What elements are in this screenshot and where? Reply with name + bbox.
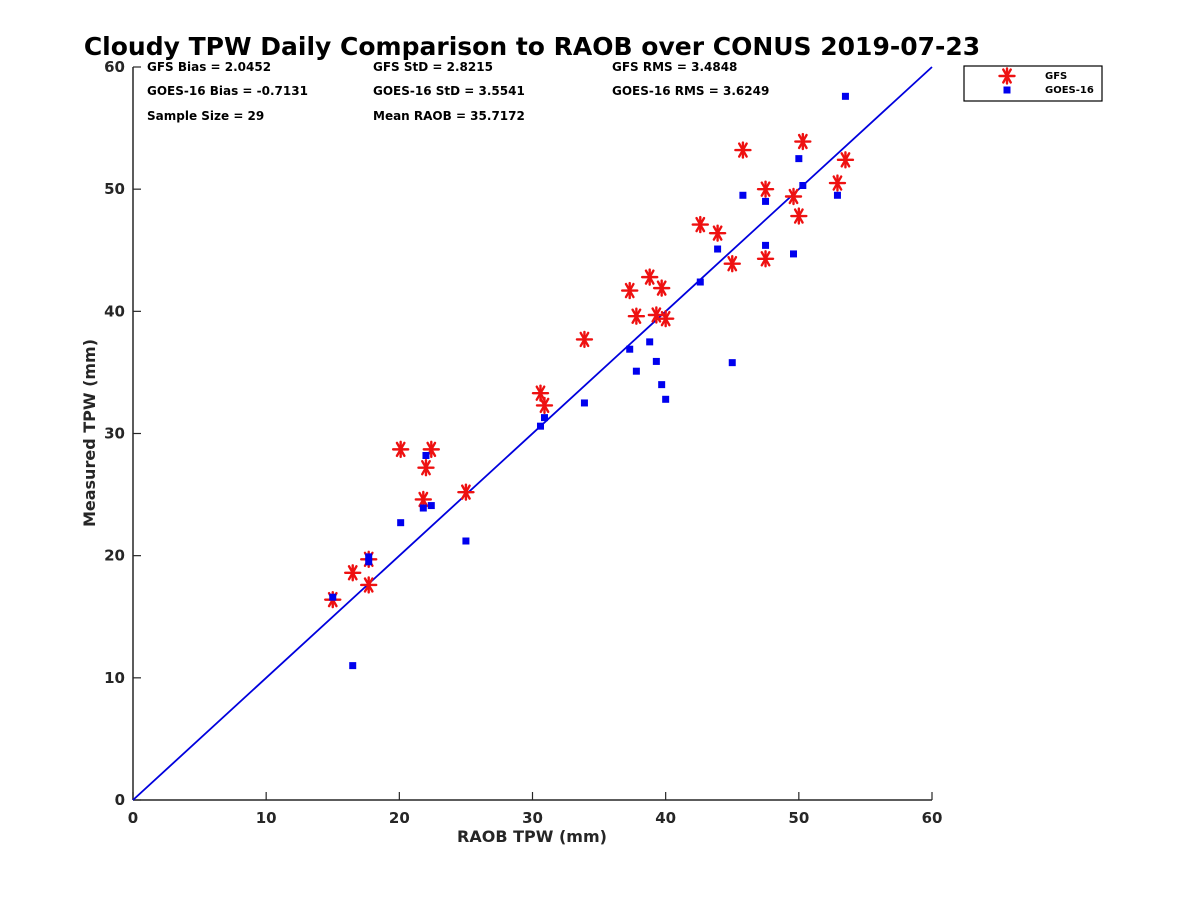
point-goes-16 (626, 345, 634, 353)
point-goes-16 (728, 359, 736, 367)
y-tick-label: 40 (104, 302, 125, 320)
point-gfs (422, 440, 440, 459)
x-tick-label: 40 (655, 809, 676, 827)
y-tick-label: 10 (104, 669, 125, 687)
point-gfs (756, 180, 775, 198)
point-gfs (414, 490, 433, 509)
stat-goes-rms: GOES-16 RMS = 3.6249 (612, 84, 769, 98)
point-goes-16 (462, 537, 470, 545)
point-gfs (794, 132, 812, 151)
x-tick-label: 60 (922, 809, 943, 827)
point-goes-16 (536, 422, 544, 430)
legend-symbol-goes-16 (1003, 86, 1011, 94)
stats-block: GFS Bias = 2.0452 GFS StD = 2.8215 GFS R… (147, 60, 769, 123)
point-gfs (790, 207, 808, 225)
legend-label-gfs: GFS (1045, 71, 1067, 82)
stat-sample-size: Sample Size = 29 (147, 109, 264, 123)
x-tick-label: 20 (389, 809, 410, 827)
point-goes-16 (833, 191, 841, 199)
chart-title: Cloudy TPW Daily Comparison to RAOB over… (84, 32, 980, 61)
stat-gfs-bias: GFS Bias = 2.0452 (147, 60, 271, 74)
point-goes-16 (739, 191, 747, 199)
point-goes-16 (365, 553, 373, 561)
point-gfs (417, 459, 435, 477)
legend: GFS GOES-16 (963, 65, 1103, 102)
point-gfs (360, 576, 378, 594)
point-goes-16 (329, 593, 337, 601)
legend-symbol-gfs (998, 67, 1016, 85)
point-gfs (691, 215, 709, 234)
point-gfs (575, 330, 594, 349)
stat-gfs-std: GFS StD = 2.8215 (373, 60, 493, 74)
point-goes-16 (841, 92, 849, 100)
point-gfs (621, 281, 639, 300)
legend-marker-goes-16 (1003, 86, 1011, 94)
y-tick-label: 60 (104, 58, 125, 76)
y-tick-label: 20 (104, 547, 125, 565)
point-goes-16 (799, 182, 807, 190)
data-points (324, 92, 855, 670)
point-gfs (652, 279, 671, 297)
point-gfs (535, 396, 554, 415)
y-tick-label: 30 (104, 425, 125, 443)
point-goes-16 (632, 367, 640, 375)
axes: 0 10 20 30 40 50 60 0 10 20 30 40 50 60 (104, 58, 942, 827)
x-axis-label: RAOB TPW (mm) (457, 827, 607, 846)
x-tick-label: 0 (128, 809, 138, 827)
point-goes-16 (397, 519, 405, 527)
reference-line-group (132, 66, 933, 801)
point-gfs (640, 268, 659, 286)
point-goes-16 (662, 395, 670, 403)
point-goes-16 (790, 250, 798, 258)
point-goes-16 (714, 245, 722, 253)
point-gfs (647, 306, 666, 324)
point-goes-16 (762, 241, 770, 249)
point-goes-16 (419, 504, 427, 512)
y-tick-label: 0 (115, 791, 125, 809)
point-gfs (756, 250, 775, 268)
legend-marker-gfs (998, 67, 1016, 85)
point-goes-16 (349, 662, 357, 670)
point-gfs (734, 141, 752, 159)
point-goes-16 (646, 338, 654, 346)
point-goes-16 (580, 399, 588, 407)
point-goes-16 (658, 381, 666, 389)
x-tick-label: 30 (522, 809, 543, 827)
point-gfs (656, 309, 675, 328)
legend-box (963, 65, 1103, 102)
y-tick-label: 50 (104, 180, 125, 198)
x-tick-label: 10 (256, 809, 277, 827)
point-gfs (708, 224, 727, 242)
stat-goes-std: GOES-16 StD = 3.5541 (373, 84, 525, 98)
point-goes-16 (762, 197, 770, 205)
stat-gfs-rms: GFS RMS = 3.4848 (612, 60, 737, 74)
point-goes-16 (540, 414, 548, 422)
point-gfs (828, 174, 847, 192)
point-gfs (344, 564, 362, 582)
point-gfs (836, 151, 855, 169)
x-tick-label: 50 (788, 809, 809, 827)
one-to-one-line (132, 66, 933, 801)
stat-mean-raob: Mean RAOB = 35.7172 (373, 109, 525, 123)
point-goes-16 (365, 558, 373, 566)
point-goes-16 (696, 278, 704, 286)
y-axis-label: Measured TPW (mm) (80, 339, 99, 527)
stat-goes-bias: GOES-16 Bias = -0.7131 (147, 84, 308, 98)
point-gfs (391, 440, 410, 459)
point-goes-16 (422, 451, 430, 459)
legend-label-goes-16: GOES-16 (1045, 85, 1094, 96)
point-gfs (627, 307, 646, 325)
point-goes-16 (427, 502, 435, 510)
point-goes-16 (652, 357, 660, 365)
point-gfs (784, 187, 803, 206)
point-gfs (457, 483, 475, 501)
point-gfs (723, 254, 741, 273)
point-goes-16 (795, 155, 803, 163)
